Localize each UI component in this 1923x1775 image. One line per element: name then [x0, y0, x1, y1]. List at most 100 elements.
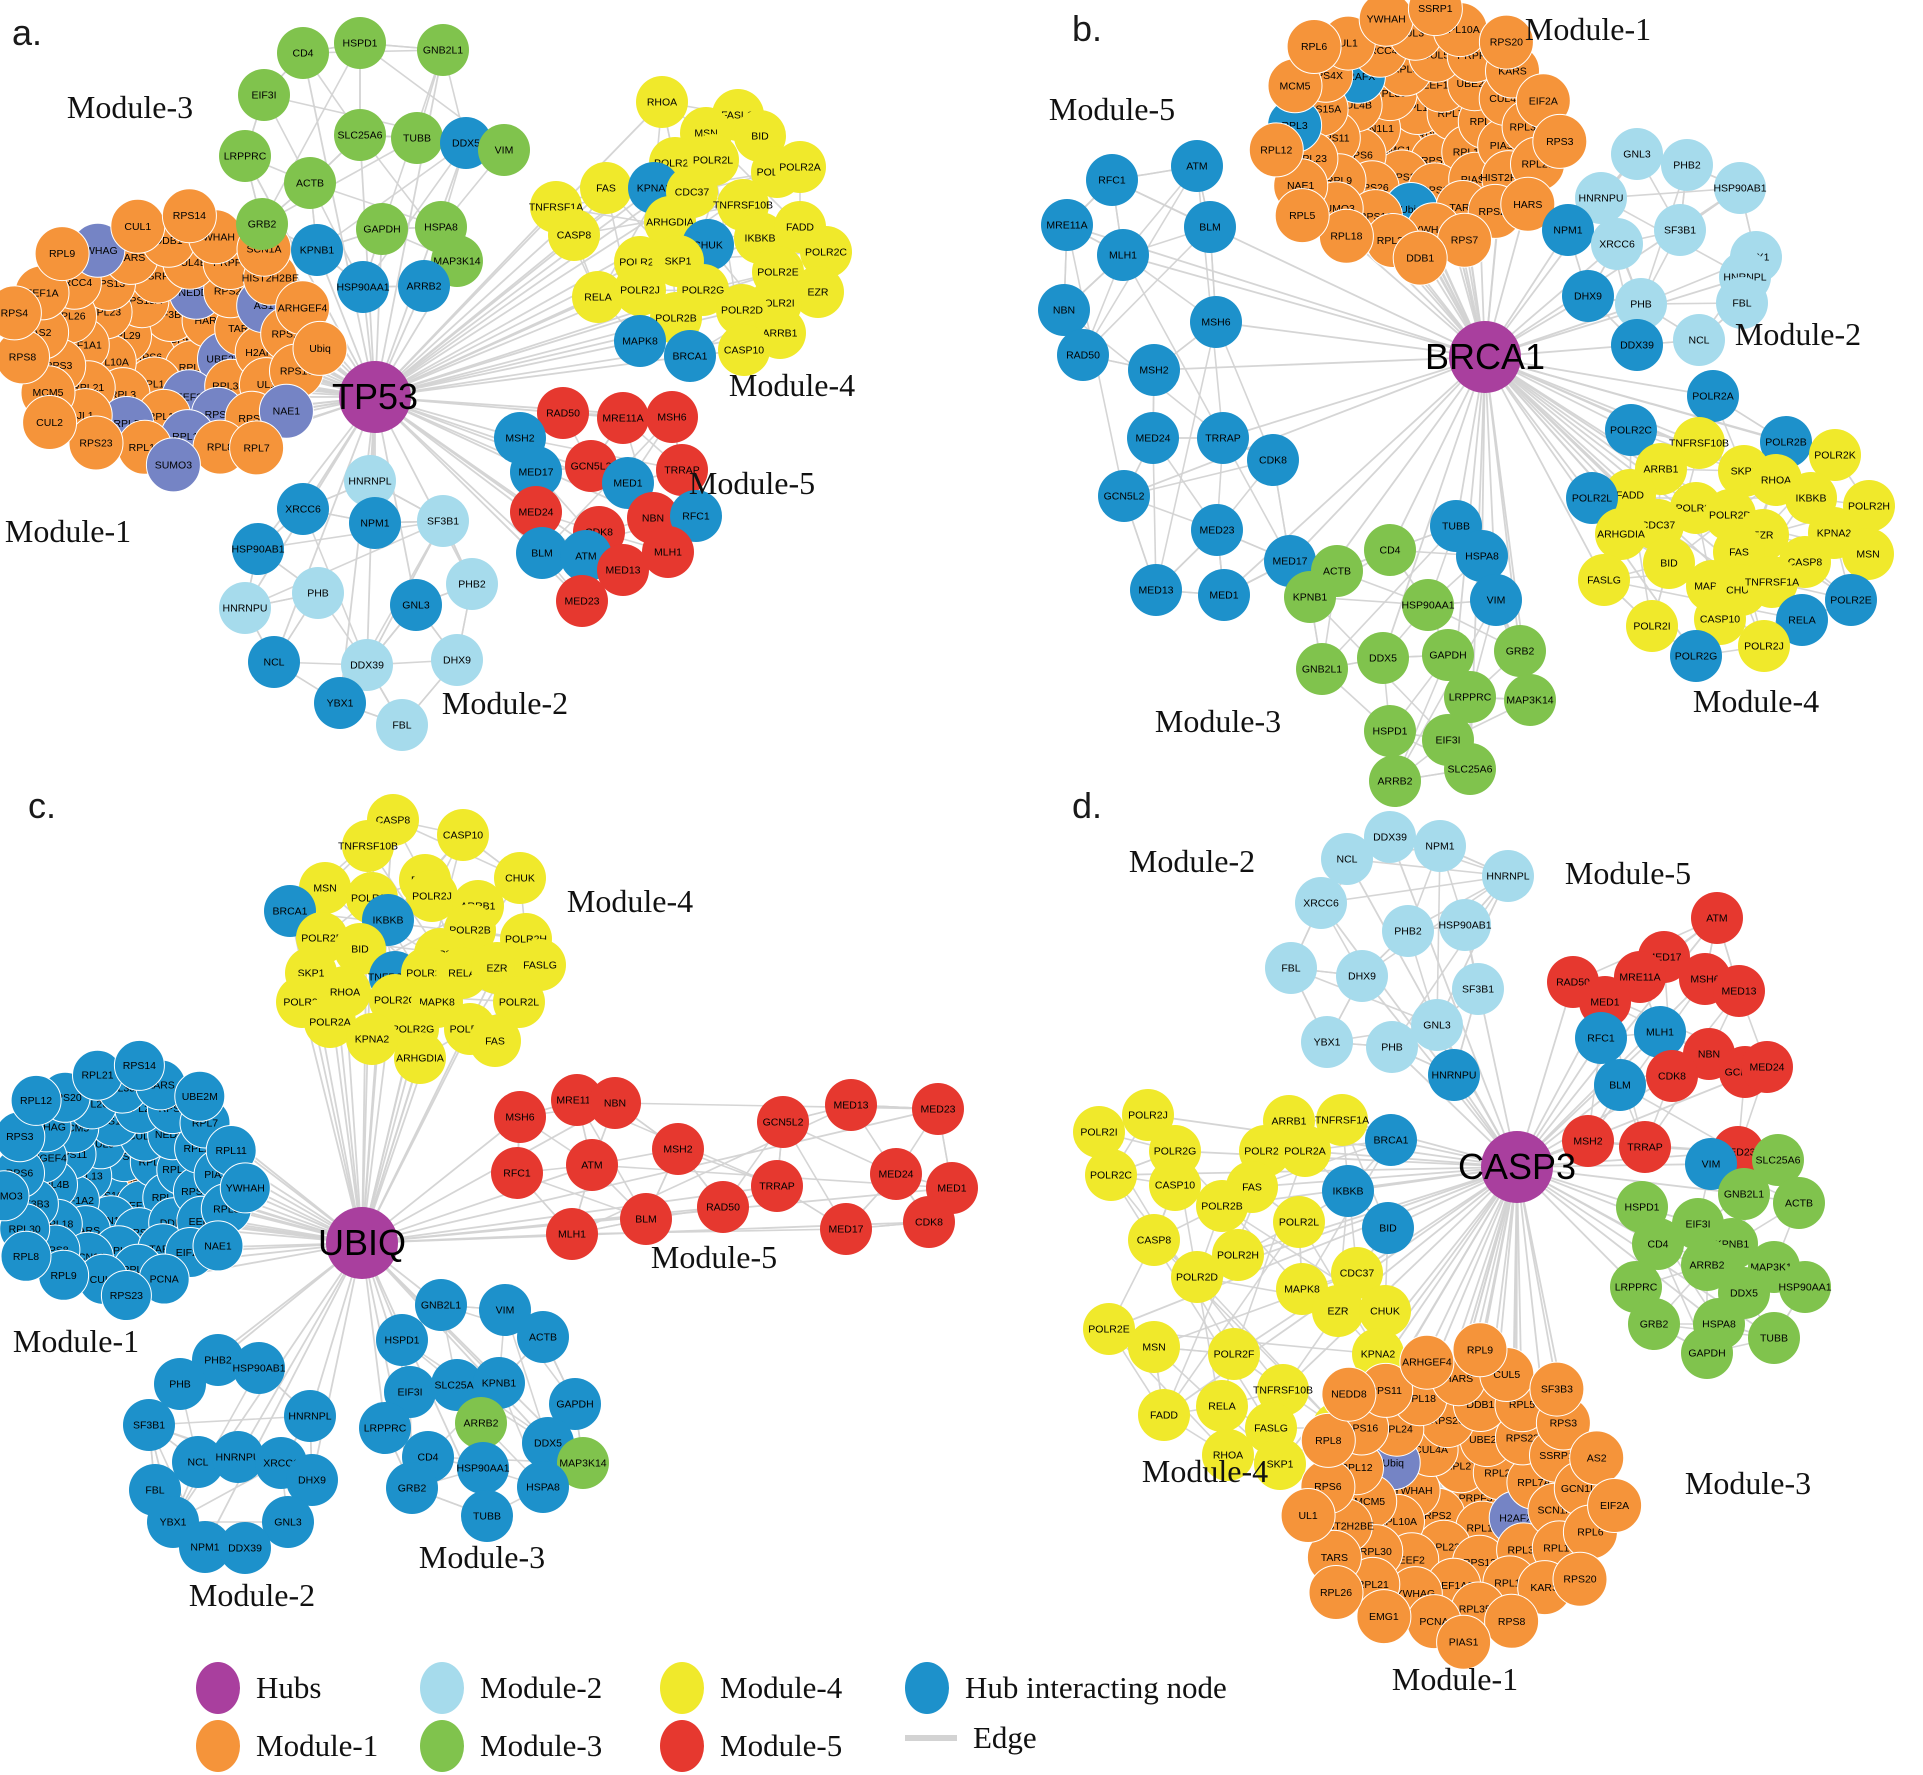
svg-text:RPS8: RPS8: [1498, 1616, 1526, 1628]
svg-text:EMG1: EMG1: [1369, 1611, 1399, 1623]
svg-text:HSPA8: HSPA8: [526, 1482, 560, 1494]
svg-text:DDX5: DDX5: [1730, 1288, 1758, 1300]
svg-text:ATM: ATM: [575, 551, 596, 563]
node-RPS8: RPS8: [1484, 1593, 1540, 1649]
svg-text:MCM5: MCM5: [1280, 80, 1311, 92]
node-KPNA2: KPNA2: [346, 1013, 398, 1065]
svg-text:MED13: MED13: [605, 565, 640, 577]
svg-text:RPL11: RPL11: [216, 1145, 247, 1157]
svg-text:ARRB2: ARRB2: [463, 1418, 498, 1430]
svg-text:GAPDH: GAPDH: [556, 1399, 593, 1411]
node-MLH1: MLH1: [546, 1208, 598, 1260]
svg-text:RPL7: RPL7: [243, 442, 269, 454]
svg-text:EIF3I: EIF3I: [1685, 1219, 1710, 1231]
svg-text:RPL8: RPL8: [13, 1251, 39, 1263]
module-label-c-Module-5: Module-5: [651, 1239, 777, 1275]
node-RELA: RELA: [1196, 1380, 1248, 1432]
svg-text:KPNA2: KPNA2: [355, 1034, 390, 1046]
svg-text:DDB1: DDB1: [1406, 253, 1434, 265]
node-HNRNPL: HNRNPL: [344, 455, 396, 507]
svg-text:RPS20: RPS20: [1490, 37, 1523, 49]
svg-text:YWHAH: YWHAH: [226, 1182, 265, 1194]
node-CD4: CD4: [1364, 524, 1416, 576]
svg-text:FAS: FAS: [1242, 1182, 1262, 1194]
node-PHB: PHB: [292, 567, 344, 619]
svg-text:RPL6: RPL6: [1301, 41, 1327, 53]
svg-text:TRRAP: TRRAP: [759, 1181, 795, 1193]
node-CASP10: CASP10: [1149, 1159, 1201, 1211]
node-CDK8: CDK8: [1247, 434, 1299, 486]
svg-text:CUL1: CUL1: [124, 221, 151, 233]
svg-text:POLR2L: POLR2L: [693, 155, 733, 167]
svg-text:BLM: BLM: [531, 548, 553, 560]
node-DDX39: DDX39: [341, 639, 393, 691]
node-MRE11A: MRE11A: [551, 1074, 603, 1126]
node-POLR2A: POLR2A: [774, 141, 826, 193]
svg-text:PHB: PHB: [307, 588, 329, 600]
svg-text:CD4: CD4: [1647, 1239, 1668, 1251]
svg-text:BLM: BLM: [635, 1214, 657, 1226]
node-DHX9: DHX9: [431, 634, 483, 686]
svg-text:RPS2: RPS2: [1424, 1510, 1452, 1522]
node-SUMO3: SUMO3: [0, 1170, 30, 1222]
svg-text:HSPD1: HSPD1: [342, 38, 377, 50]
svg-text:IKBKB: IKBKB: [1333, 1186, 1364, 1198]
svg-text:SF3B1: SF3B1: [427, 516, 459, 528]
node-GNB2L1: GNB2L1: [417, 24, 469, 76]
svg-text:RPL18: RPL18: [1330, 231, 1362, 243]
svg-text:TRRAP: TRRAP: [1205, 433, 1241, 445]
svg-text:EIF2A: EIF2A: [1600, 1500, 1629, 1512]
node-GRB2: GRB2: [1494, 625, 1546, 677]
svg-text:PHB2: PHB2: [1394, 926, 1422, 938]
svg-text:CASP8: CASP8: [557, 230, 592, 242]
node-NAE1: NAE1: [258, 383, 314, 439]
node-HNRNPU: HNRNPU: [219, 582, 271, 634]
node-POLR2C: POLR2C: [1605, 404, 1657, 456]
node-HSP90AB1: HSP90AB1: [1713, 162, 1767, 214]
svg-text:ARRB1: ARRB1: [762, 328, 797, 340]
node-RELA: RELA: [572, 271, 624, 323]
node-POLR2A: POLR2A: [1687, 370, 1739, 422]
svg-text:XRCC6: XRCC6: [285, 504, 321, 516]
svg-text:POLR2G: POLR2G: [682, 285, 725, 297]
node-DDX39: DDX39: [219, 1522, 271, 1574]
svg-text:RPL9: RPL9: [49, 248, 75, 260]
svg-text:HSP90AB1: HSP90AB1: [231, 544, 284, 556]
svg-text:RPS8: RPS8: [9, 351, 37, 363]
node-RPS20: RPS20: [1552, 1551, 1608, 1607]
node-TRRAP: TRRAP: [1197, 412, 1249, 464]
svg-text:HNRNPL: HNRNPL: [1486, 871, 1529, 883]
node-RHOA: RHOA: [636, 76, 688, 128]
node-POLR2J: POLR2J: [406, 870, 458, 922]
svg-text:HIST2H2BE: HIST2H2BE: [242, 273, 299, 285]
svg-text:YBX1: YBX1: [1314, 1037, 1341, 1049]
svg-text:MSH6: MSH6: [657, 412, 686, 424]
node-NPM1: NPM1: [179, 1521, 231, 1573]
svg-text:RPS3: RPS3: [1546, 136, 1574, 148]
node-MED24: MED24: [510, 486, 562, 538]
svg-text:IKBKB: IKBKB: [745, 233, 776, 245]
svg-text:CD4: CD4: [292, 48, 313, 60]
svg-text:YWHAH: YWHAH: [1367, 14, 1406, 26]
node-RFC1: RFC1: [491, 1147, 543, 1199]
node-BLM: BLM: [620, 1193, 672, 1245]
node-IKBKB: IKBKB: [1322, 1165, 1374, 1217]
node-PIAS1: PIAS1: [1436, 1614, 1492, 1670]
node-NBN: NBN: [589, 1077, 641, 1129]
node-FASLG: FASLG: [1578, 554, 1630, 606]
svg-text:GRB2: GRB2: [248, 219, 277, 231]
svg-text:MAP3K14: MAP3K14: [1506, 695, 1553, 707]
node-TUBB: TUBB: [461, 1490, 513, 1542]
svg-text:SLC25A6: SLC25A6: [1756, 1155, 1801, 1167]
svg-text:ARHGEF4: ARHGEF4: [278, 302, 328, 314]
svg-text:RPL7A: RPL7A: [1517, 1477, 1550, 1489]
module-label-a-Module-2: Module-2: [442, 685, 568, 721]
svg-text:POLR2K: POLR2K: [1244, 1146, 1285, 1158]
svg-text:RAD50: RAD50: [1556, 977, 1590, 989]
node-BID: BID: [1643, 537, 1695, 589]
svg-text:RPS14: RPS14: [173, 210, 206, 222]
node-PHB2: PHB2: [192, 1334, 244, 1386]
svg-text:CUL2: CUL2: [36, 417, 63, 429]
svg-text:RAD50: RAD50: [1066, 350, 1100, 362]
svg-text:HNRNPU: HNRNPU: [1432, 1070, 1477, 1082]
